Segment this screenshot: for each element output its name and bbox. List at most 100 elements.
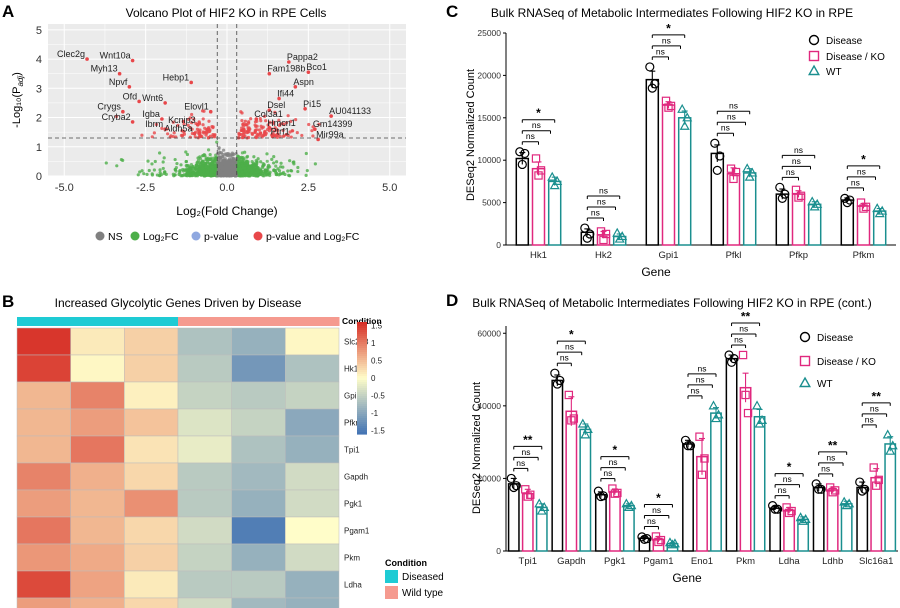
data-point xyxy=(747,167,758,177)
heatmap-row-label: Tpi1 xyxy=(344,446,360,455)
bar xyxy=(753,415,766,552)
volcano-point-sig xyxy=(240,118,244,123)
heatmap-cell xyxy=(177,381,232,410)
volcano-point-sig xyxy=(190,127,194,131)
volcano-point-sig xyxy=(267,125,272,130)
volcano-point-log2fc xyxy=(115,164,119,168)
volcano-point-log2fc xyxy=(173,168,178,172)
heatmap-condition-bar xyxy=(17,317,340,326)
heatmap-scale-segment xyxy=(357,416,367,419)
data-point xyxy=(816,484,826,494)
data-point xyxy=(695,432,704,441)
heatmap-scale-segment xyxy=(357,328,367,331)
volcano-point-sig xyxy=(211,125,215,129)
volcano-gene-label: Wnt10a xyxy=(100,51,131,61)
volcano-point-sig xyxy=(200,134,204,139)
significance-label: * xyxy=(861,152,866,166)
data-point xyxy=(757,414,768,424)
heatmap-cell xyxy=(177,489,232,518)
bar xyxy=(521,492,534,552)
significance-label: ns xyxy=(647,516,656,526)
data-point xyxy=(549,180,560,190)
heatmap-scale-segment xyxy=(357,424,367,427)
data-point xyxy=(770,504,780,514)
volcano-point-sig xyxy=(275,135,279,139)
heatmap-scale-segment xyxy=(357,326,367,329)
panel-c-legend: Disease Disease / KO WT xyxy=(808,34,885,78)
data-point xyxy=(539,502,550,512)
data-point xyxy=(713,409,724,419)
volcano-point-ns xyxy=(229,161,233,166)
volcano-point-sig xyxy=(310,129,314,133)
data-point xyxy=(869,463,878,472)
volcano-point-ns xyxy=(224,173,228,178)
volcano-gene-label: Ptrf1 xyxy=(271,127,290,137)
volcano-point-log2fc xyxy=(197,167,201,171)
volcano-gene-label: Clec2g xyxy=(57,49,85,59)
volcano-point-sig xyxy=(186,123,190,127)
volcano-y-ticks: 0 1 2 3 4 5 xyxy=(36,25,42,183)
volcano-y-tick: 3 xyxy=(36,83,42,95)
volcano-gene-label: Cryba2 xyxy=(102,112,131,122)
volcano-point-sig xyxy=(253,130,257,135)
volcano-point-sig xyxy=(130,58,135,63)
heatmap-scale-segment xyxy=(357,408,367,411)
volcano-point-sig xyxy=(114,114,119,119)
data-point xyxy=(526,490,535,499)
volcano-point-log2fc xyxy=(158,168,162,172)
x-tick-label: Gpi1 xyxy=(658,250,678,261)
volcano-point-sig xyxy=(278,134,282,139)
volcano-point-log2fc xyxy=(265,152,269,156)
significance-label: * xyxy=(536,106,541,120)
volcano-point-sig xyxy=(282,122,286,127)
volcano-y-tick: 2 xyxy=(36,113,42,125)
data-point xyxy=(856,198,866,207)
volcano-point-sig xyxy=(249,117,253,121)
data-point xyxy=(637,532,647,542)
legend-pvalue-marker xyxy=(191,231,201,241)
data-point xyxy=(580,429,591,439)
significance-label: ns xyxy=(599,186,608,196)
heatmap-cell xyxy=(70,435,125,464)
bar xyxy=(710,152,725,246)
heatmap-cell xyxy=(177,543,232,572)
volcano-point-log2fc xyxy=(146,159,150,163)
volcano-point-log2fc xyxy=(155,173,159,177)
panel-b-letter: B xyxy=(2,292,14,311)
volcano-point-log2fc xyxy=(281,165,285,169)
volcano-point-sig xyxy=(207,135,211,140)
volcano-points xyxy=(48,24,406,178)
volcano-point-sig xyxy=(197,131,201,135)
volcano-gene-label: Dsel xyxy=(267,100,285,110)
heatmap-cell xyxy=(70,381,125,410)
volcano-gene-label: Aspn xyxy=(293,77,314,87)
volcano-point-log2fc xyxy=(243,166,247,170)
volcano-point-log2fc xyxy=(177,172,181,177)
volcano-point-sig xyxy=(192,117,196,121)
y-tick-label: 60000 xyxy=(477,328,501,338)
heatmap-row-label: Pkm xyxy=(344,554,360,563)
legend-log2fc-label: Log₂FC xyxy=(143,231,179,243)
volcano-point-sig xyxy=(258,116,262,121)
heatmap-scale-segment xyxy=(357,356,367,359)
bar xyxy=(547,180,562,246)
volcano-point-log2fc xyxy=(286,169,290,173)
volcano-point-sig xyxy=(201,130,205,134)
significance-label: ns xyxy=(662,35,671,45)
heatmap-cell xyxy=(70,489,125,518)
volcano-point-ns xyxy=(230,151,234,155)
volcano-point-log2fc xyxy=(238,156,242,160)
volcano-point-sig xyxy=(289,119,293,123)
heatmap-row-label: Ldha xyxy=(344,581,362,590)
data-point xyxy=(825,483,835,492)
volcano-point-sig xyxy=(247,126,251,130)
volcano-point-ns xyxy=(228,165,233,170)
volcano-point-log2fc xyxy=(194,163,198,167)
significance-label: ns xyxy=(652,505,661,515)
volcano-point-log2fc xyxy=(272,161,276,165)
heatmap-scale-segment xyxy=(357,428,367,431)
volcano-point-sig xyxy=(169,134,173,138)
legend-diseased-swatch xyxy=(385,570,398,583)
bar xyxy=(840,503,853,552)
volcano-point-log2fc xyxy=(210,169,214,173)
